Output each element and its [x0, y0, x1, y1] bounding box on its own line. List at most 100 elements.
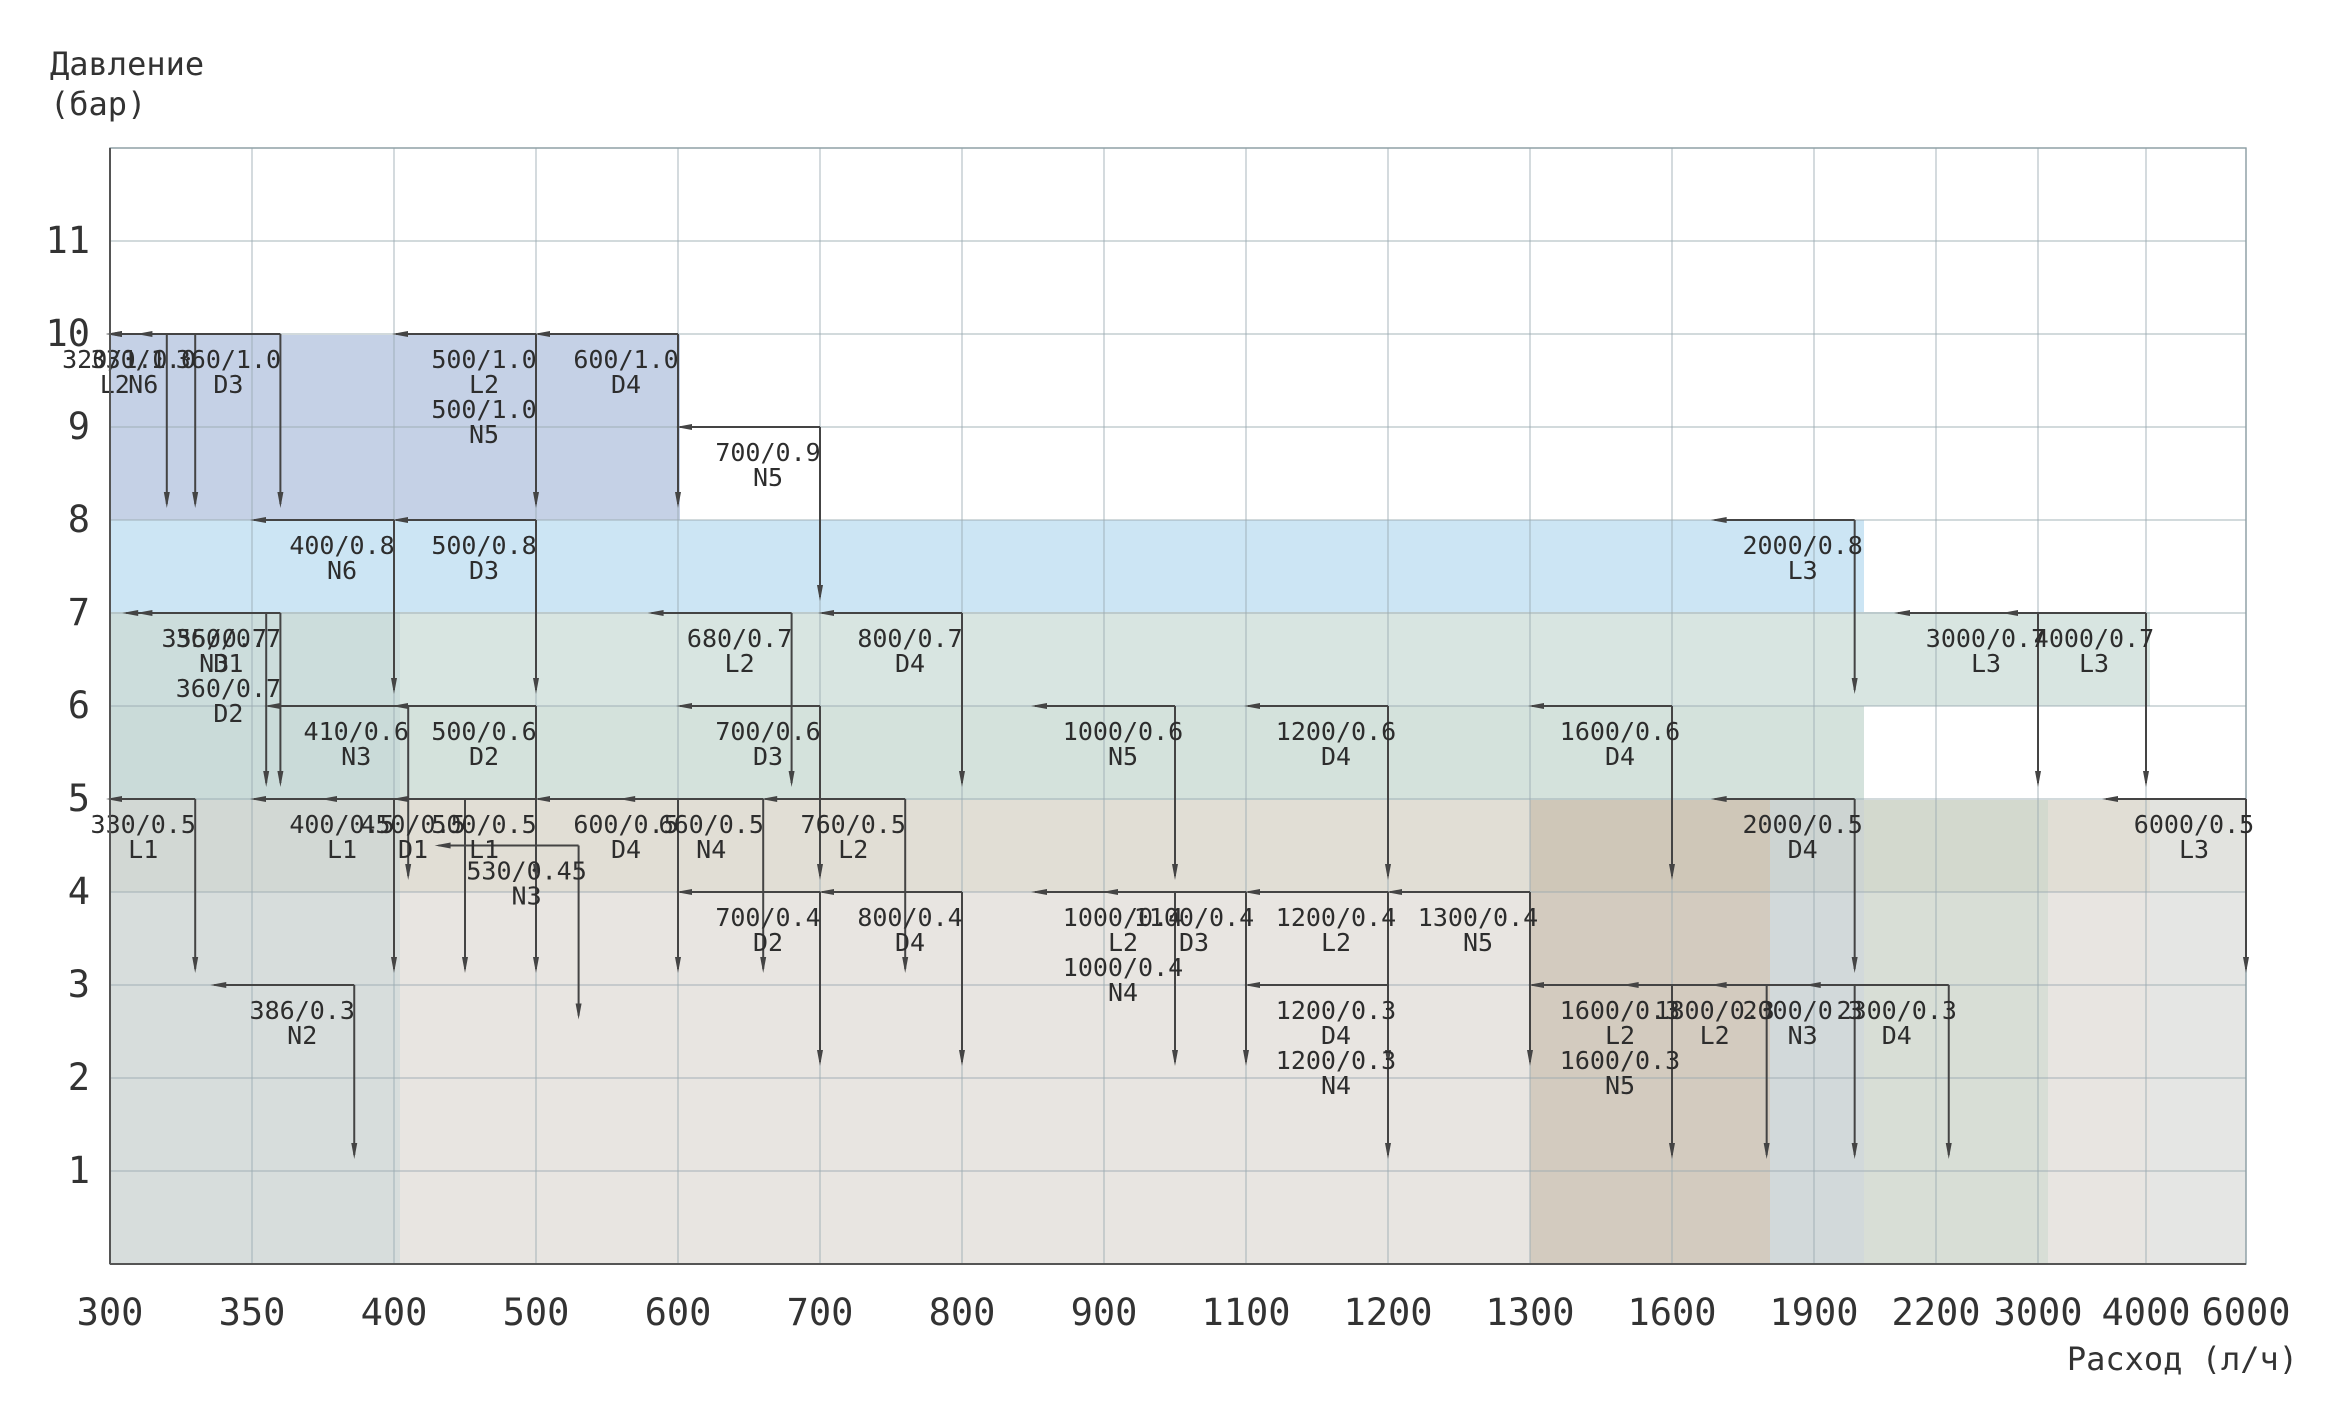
x-tick-label: 1600 [1627, 1291, 1716, 1334]
y-tick-label: 1 [68, 1149, 90, 1192]
x-tick-label: 4000 [2101, 1291, 2190, 1334]
step-mark [136, 331, 284, 508]
region-fill [1864, 800, 2048, 1264]
step-mark [818, 610, 965, 787]
x-tick-label: 3000 [1993, 1291, 2082, 1334]
point-label-model: D4 [1321, 742, 1351, 771]
step-mark [647, 610, 795, 787]
point-label-value: 386/0.3 [250, 996, 355, 1025]
point-label-value: 1300/0.4 [1418, 903, 1538, 932]
chart-axes: 1 2 3 4 5 6 7 8 9 10 11 300 350 400 500 600 700 800 900 110… [45, 45, 2298, 1378]
point-label-model: D4 [1321, 1021, 1351, 1050]
point-label-model: D4 [895, 928, 925, 957]
point-label-model: D4 [1882, 1021, 1912, 1050]
step-mark [1102, 889, 1249, 1066]
point-label-model: D1 [398, 835, 428, 864]
point-label-value: 680/0.7 [687, 624, 792, 653]
point-label-model: L2 [725, 649, 755, 678]
point-label-value: 800/0.7 [857, 624, 962, 653]
point-label-model: L1 [128, 835, 158, 864]
point-label-value: 355/0.7 [162, 624, 267, 653]
y-tick-label: 2 [68, 1056, 90, 1099]
point-label-model: L3 [1788, 556, 1818, 585]
x-tick-label: 600 [645, 1291, 712, 1334]
point-label-model: D3 [213, 370, 243, 399]
step-lines [106, 331, 2249, 1159]
point-label-model: N4 [1108, 978, 1138, 1007]
step-mark [1031, 703, 1178, 880]
region-fill [110, 706, 1864, 800]
point-label-value: 2000/0.5 [1742, 810, 1862, 839]
point-label-model: D3 [469, 556, 499, 585]
point-label-model: L2 [838, 835, 868, 864]
point-label-value: 410/0.6 [304, 717, 409, 746]
point-label-value: 600/0.5 [573, 810, 678, 839]
point-label-model: N4 [696, 835, 726, 864]
x-axis-label: Расход (л/ч) [2067, 1340, 2298, 1378]
point-label-model: N3 [512, 882, 542, 911]
y-tick-label: 9 [68, 405, 90, 448]
step-mark [250, 517, 397, 694]
step-mark [250, 796, 397, 973]
y-tick-label: 4 [68, 870, 90, 913]
step-mark [106, 796, 199, 973]
point-label-value: 700/0.6 [715, 717, 820, 746]
point-label-model: L3 [2079, 649, 2109, 678]
point-label-value: 360/0.7 [176, 624, 281, 653]
point-label-model: L1 [327, 835, 357, 864]
point-label-model: N5 [1463, 928, 1493, 957]
step-mark [392, 796, 539, 973]
point-label-value: 1200/0.3 [1276, 996, 1396, 1025]
point-label-value: 1600/0.3 [1560, 1046, 1680, 1075]
point-labels: 320/1.0L2330/1.0N6360/1.0D3500/1.0L2500/… [62, 345, 2254, 1100]
point-label-model: D3 [1179, 928, 1209, 957]
x-tick-label: 350 [219, 1291, 286, 1334]
y-axis-label: Давление [50, 45, 204, 83]
point-label-value: 500/1.0 [431, 395, 536, 424]
step-mark [122, 610, 270, 787]
point-label-model: L2 [1108, 928, 1138, 957]
point-label-model: N2 [287, 1021, 317, 1050]
step-mark [210, 982, 358, 1159]
step-mark [534, 331, 681, 508]
x-tick-label: 800 [929, 1291, 996, 1334]
point-label-value: 500/0.6 [431, 717, 536, 746]
point-label-value: 400/0.5 [289, 810, 394, 839]
point-label-value: 2300/0.3 [1837, 996, 1957, 1025]
point-label-model: D4 [611, 835, 641, 864]
step-mark [1804, 982, 1952, 1159]
x-tick-label: 500 [503, 1291, 570, 1334]
point-label-model: D4 [895, 649, 925, 678]
point-label-value: 1000/0.6 [1063, 717, 1183, 746]
point-label-value: 1600/0.3 [1560, 996, 1680, 1025]
point-label-value: 1200/0.3 [1276, 1046, 1396, 1075]
x-tick-label: 900 [1071, 1291, 1138, 1334]
x-tick-label: 1300 [1485, 1291, 1574, 1334]
y-tick-label: 3 [68, 963, 90, 1006]
point-label-model: N3 [341, 742, 371, 771]
step-mark [818, 889, 965, 1066]
step-mark [676, 889, 823, 1066]
region-fill [110, 612, 2150, 706]
point-label-model: N3 [1788, 1021, 1818, 1050]
step-mark [1710, 517, 1858, 694]
step-mark [2102, 796, 2249, 973]
point-label-value: 1200/0.6 [1276, 717, 1396, 746]
x-tick-label: 2200 [1891, 1291, 1980, 1334]
point-label-value: 330/1.0 [91, 345, 196, 374]
point-label-model: L3 [1971, 649, 2001, 678]
point-label-model: L2 [469, 370, 499, 399]
point-label-value: 450/0.5 [360, 810, 465, 839]
point-label-value: 500/0.8 [431, 531, 536, 560]
step-mark [619, 796, 767, 973]
point-label-model: L1 [469, 835, 499, 864]
y-tick-label: 7 [68, 591, 90, 634]
point-label-value: 1800/0.3 [1654, 996, 1774, 1025]
point-label-value: 700/0.4 [715, 903, 820, 932]
step-mark [1244, 703, 1391, 880]
point-label-model: L2 [1605, 1021, 1635, 1050]
point-label-value: 500/1.0 [431, 345, 536, 374]
step-mark [434, 842, 582, 1020]
point-label-value: 360/1.0 [176, 345, 281, 374]
point-label-model: N5 [753, 463, 783, 492]
